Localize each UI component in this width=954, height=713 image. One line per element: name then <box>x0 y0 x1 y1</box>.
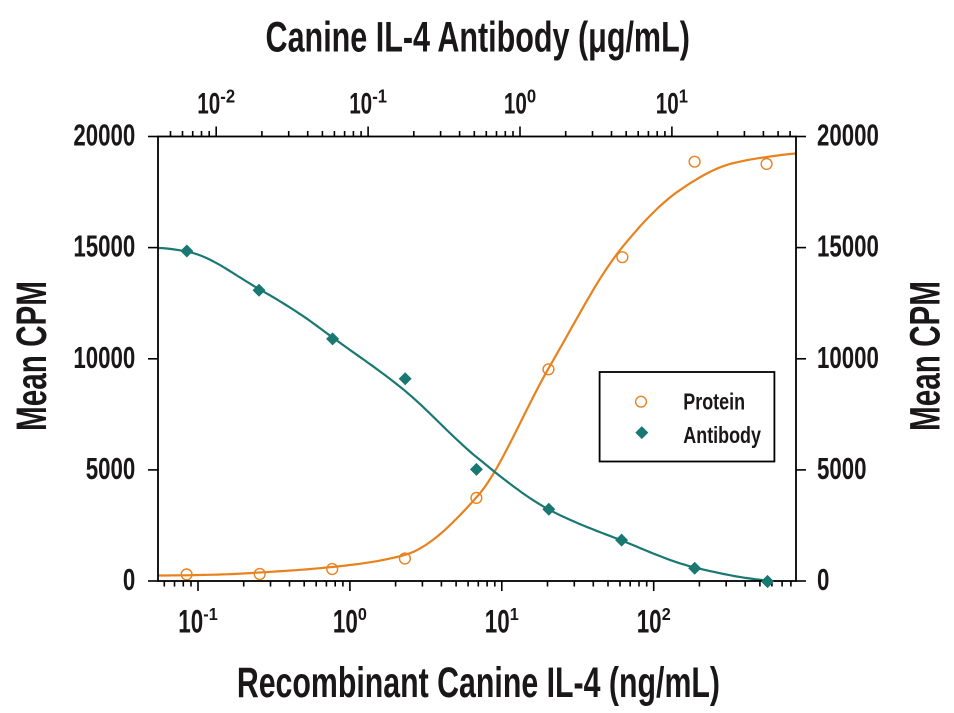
svg-text:0: 0 <box>527 86 536 107</box>
svg-text:20000: 20000 <box>817 118 879 152</box>
svg-text:20000: 20000 <box>73 118 135 152</box>
svg-text:1: 1 <box>679 86 688 107</box>
svg-text:15000: 15000 <box>817 229 879 263</box>
svg-text:0: 0 <box>358 604 367 624</box>
svg-text:1: 1 <box>510 604 519 624</box>
svg-text:5000: 5000 <box>86 451 136 485</box>
svg-text:10000: 10000 <box>817 340 879 374</box>
svg-text:10000: 10000 <box>73 340 135 374</box>
svg-text:10: 10 <box>333 604 358 640</box>
svg-text:Mean CPM: Mean CPM <box>901 281 949 431</box>
svg-text:-1: -1 <box>203 604 218 624</box>
svg-text:-1: -1 <box>372 86 387 107</box>
svg-text:10: 10 <box>504 88 527 120</box>
svg-text:0: 0 <box>123 563 135 597</box>
svg-text:Antibody: Antibody <box>683 423 761 449</box>
svg-text:Canine IL-4 Antibody (μg/mL): Canine IL-4 Antibody (μg/mL) <box>266 12 690 60</box>
svg-text:10: 10 <box>349 88 372 120</box>
svg-text:10: 10 <box>178 604 203 640</box>
svg-text:Recombinant Canine IL-4 (ng/mL: Recombinant Canine IL-4 (ng/mL) <box>237 658 720 707</box>
svg-text:10: 10 <box>485 604 510 640</box>
svg-text:Mean CPM: Mean CPM <box>8 281 56 431</box>
svg-text:2: 2 <box>662 604 671 624</box>
svg-text:10: 10 <box>637 604 662 640</box>
svg-text:10: 10 <box>197 88 220 120</box>
svg-text:Protein: Protein <box>683 390 745 416</box>
svg-text:0: 0 <box>817 563 829 597</box>
svg-text:10: 10 <box>656 88 679 120</box>
svg-text:-2: -2 <box>220 86 235 107</box>
svg-text:5000: 5000 <box>817 451 867 485</box>
svg-text:15000: 15000 <box>73 229 135 263</box>
